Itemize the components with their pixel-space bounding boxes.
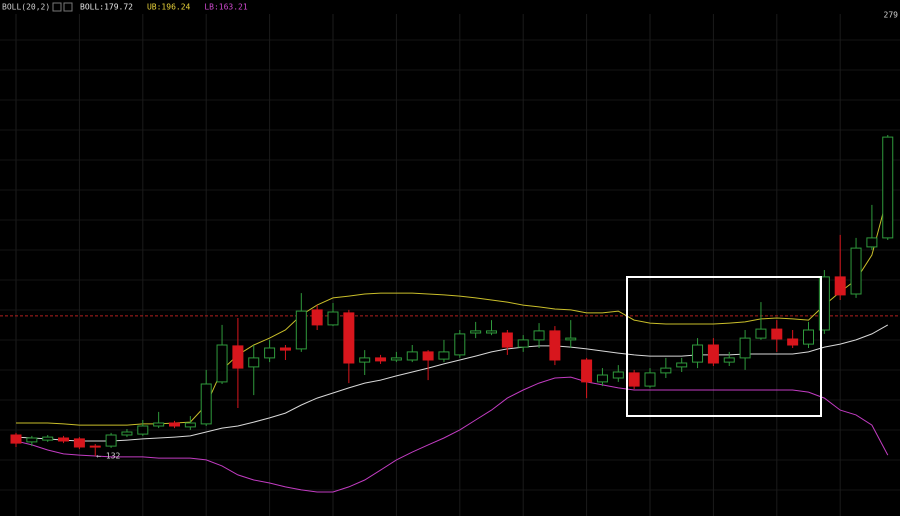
candle-body [723,357,735,363]
readouts: BOLL:179.72 UB:196.24 LB:163.21 [80,3,248,12]
candle-body [549,330,561,361]
candle-body [137,425,149,435]
indicator-readout: LB:163.21 [204,3,248,12]
candle-body [692,344,704,363]
candle-body [295,310,307,350]
candle-body [787,338,799,346]
candle-body [454,333,466,356]
candle-body [755,328,767,339]
candle-body [200,383,212,425]
low-annotation: ← 132 [96,452,120,461]
candle-body [850,247,862,295]
grid [0,14,900,516]
candle-body [58,437,70,442]
candle-body [73,438,85,448]
indicator-readout: UB:196.24 [147,3,191,12]
candle-body [311,309,323,326]
candle-body [660,367,672,374]
candle-body [533,330,545,341]
candle-body [628,372,640,387]
plot: ← 132 [0,135,900,493]
candle-body [486,330,497,334]
candle-body [26,437,38,443]
candle-body [866,237,878,248]
candle-body [375,357,387,362]
candle-body [438,351,450,360]
candle-body [501,332,513,348]
candle-body [581,359,593,383]
candle-body [565,337,577,341]
y-tick-label: 279 [884,11,899,20]
candle-body [169,422,180,427]
indicator-name: BOLL(20,2) [2,3,50,12]
candle-body [248,357,260,368]
candle-body [327,311,339,326]
candle-body [517,339,529,348]
candle-body [184,422,196,428]
candle-body [818,276,830,331]
candle-body [105,434,117,447]
candle-body [834,276,846,296]
drawn-box[interactable] [626,276,822,417]
indicator-readout: BOLL:179.72 [80,3,133,12]
candle-body [739,337,751,359]
candle-body [343,312,355,364]
bollinger-band [15,376,889,493]
candle-body [596,374,608,383]
candle-body [422,351,434,361]
candle-body [803,329,814,345]
candle-body [406,351,418,361]
candle-body [264,347,276,359]
candle-body [279,347,291,351]
candle-body [153,422,165,427]
settings-icon[interactable] [52,2,62,12]
candle-body [359,357,371,363]
candle-body [470,330,482,334]
candle-body [216,344,228,383]
candle-body [232,345,244,369]
candle-body [644,372,656,387]
candle-body [676,362,688,368]
candle-body [10,434,22,444]
candle-body [121,431,133,436]
candle-body [42,436,54,441]
candle-body [89,445,101,448]
candle-body [771,328,783,340]
candle-body [882,136,894,239]
candle-body [612,371,624,379]
candle-body [707,344,719,364]
close-icon[interactable] [63,2,73,12]
candle-body [390,357,402,361]
